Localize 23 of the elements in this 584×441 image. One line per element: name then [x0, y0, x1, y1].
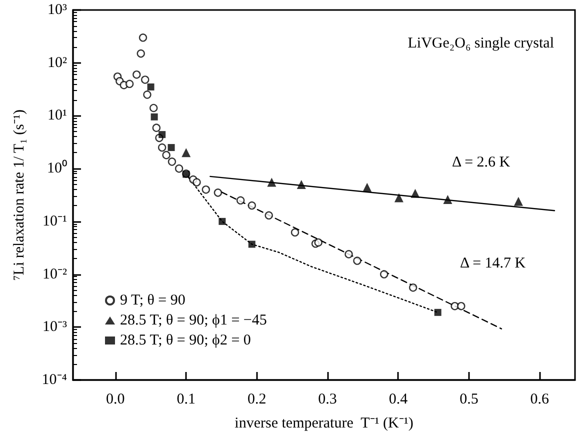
legend-label: 28.5 T; θ = 90; ϕ2 = 0 — [120, 332, 251, 348]
annotation: Δ = 14.7 K — [460, 256, 526, 272]
x-tick-label: 0.6 — [530, 392, 550, 408]
y-tick-label: 10⁰ — [47, 160, 67, 177]
x-tick-label: 0.5 — [460, 392, 478, 408]
y-tick-label: 10¹ — [48, 108, 67, 124]
x-tick-label: 0.4 — [388, 392, 408, 408]
y-axis-title: ⁷Li relaxation rate 1/ T₁ (s⁻¹) — [12, 110, 28, 280]
y-tick-label: 10² — [48, 54, 68, 71]
y-tick-label: 10⁻¹ — [42, 213, 67, 230]
x-tick-label: 0.1 — [176, 392, 196, 408]
x-tick-label: 0.3 — [318, 392, 337, 408]
y-tick-label: 10³ — [48, 2, 68, 18]
legend-label: 28.5 T; θ = 90; ϕ1 = −45 — [120, 312, 267, 328]
annotation: LiVGe₂O₆ single crystal — [408, 36, 554, 52]
x-axis-title: inverse temperature T⁻¹ (K⁻¹) — [234, 416, 414, 432]
y-tick-label: 10⁻² — [42, 266, 68, 282]
x-tick-label: 0.0 — [106, 392, 125, 408]
x-tick-label: 0.2 — [247, 392, 266, 408]
legend-label: 9 T; θ = 90 — [120, 292, 186, 308]
y-tick-label: 10⁻³ — [42, 319, 68, 336]
annotation: Δ = 2.6 K — [452, 154, 510, 170]
y-tick-label: 10⁻⁴ — [42, 372, 67, 388]
